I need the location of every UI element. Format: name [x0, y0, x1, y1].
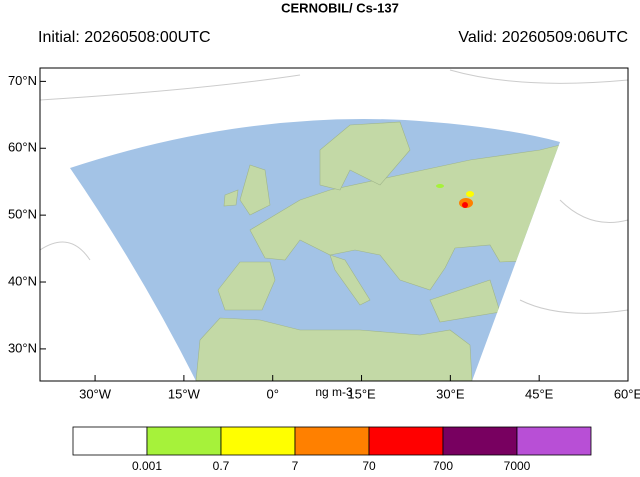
colorbar-label: 0.001 [132, 459, 162, 473]
x-tick-label: 45°E [525, 386, 554, 401]
colorbar-box [220, 426, 296, 456]
colorbar-box [72, 426, 148, 456]
x-tick-label: 15°W [168, 386, 201, 401]
colorbar-box [516, 426, 592, 456]
colorbar-box [146, 426, 222, 456]
x-tick-label: 0° [266, 386, 278, 401]
x-tick-label: 15°E [347, 386, 376, 401]
initial-time: Initial: 20260508:00UTC [38, 29, 211, 46]
colorbar-box [368, 426, 444, 456]
colorbar-label: 7000 [504, 459, 531, 473]
x-tick-label: 60°E [614, 386, 640, 401]
y-tick-label: 50°N [8, 207, 37, 222]
colorbar-label: 7 [292, 459, 299, 473]
y-tick-label: 30°N [8, 340, 37, 355]
title: CERNOBIL/ Cs-137 [281, 0, 399, 15]
colorbar-label: 70 [362, 459, 376, 473]
x-tick-label: 30°E [436, 386, 465, 401]
valid-time: Valid: 20260509:06UTC [458, 29, 628, 46]
map-frame [39, 67, 629, 382]
colorbar-label: 0.7 [213, 459, 230, 473]
outside-coastline [40, 69, 628, 314]
y-tick-label: 60°N [8, 140, 37, 155]
colorbar-box [442, 426, 518, 456]
y-tick-label: 40°N [8, 273, 37, 288]
colorbar-box [294, 426, 370, 456]
land [195, 121, 560, 381]
colorbar-unit: ng m-3 [315, 385, 353, 399]
map-area [40, 69, 628, 381]
y-tick-label: 70°N [8, 73, 37, 88]
plume [436, 184, 474, 208]
colorbar-label: 700 [433, 459, 453, 473]
x-tick-label: 30°W [79, 386, 112, 401]
